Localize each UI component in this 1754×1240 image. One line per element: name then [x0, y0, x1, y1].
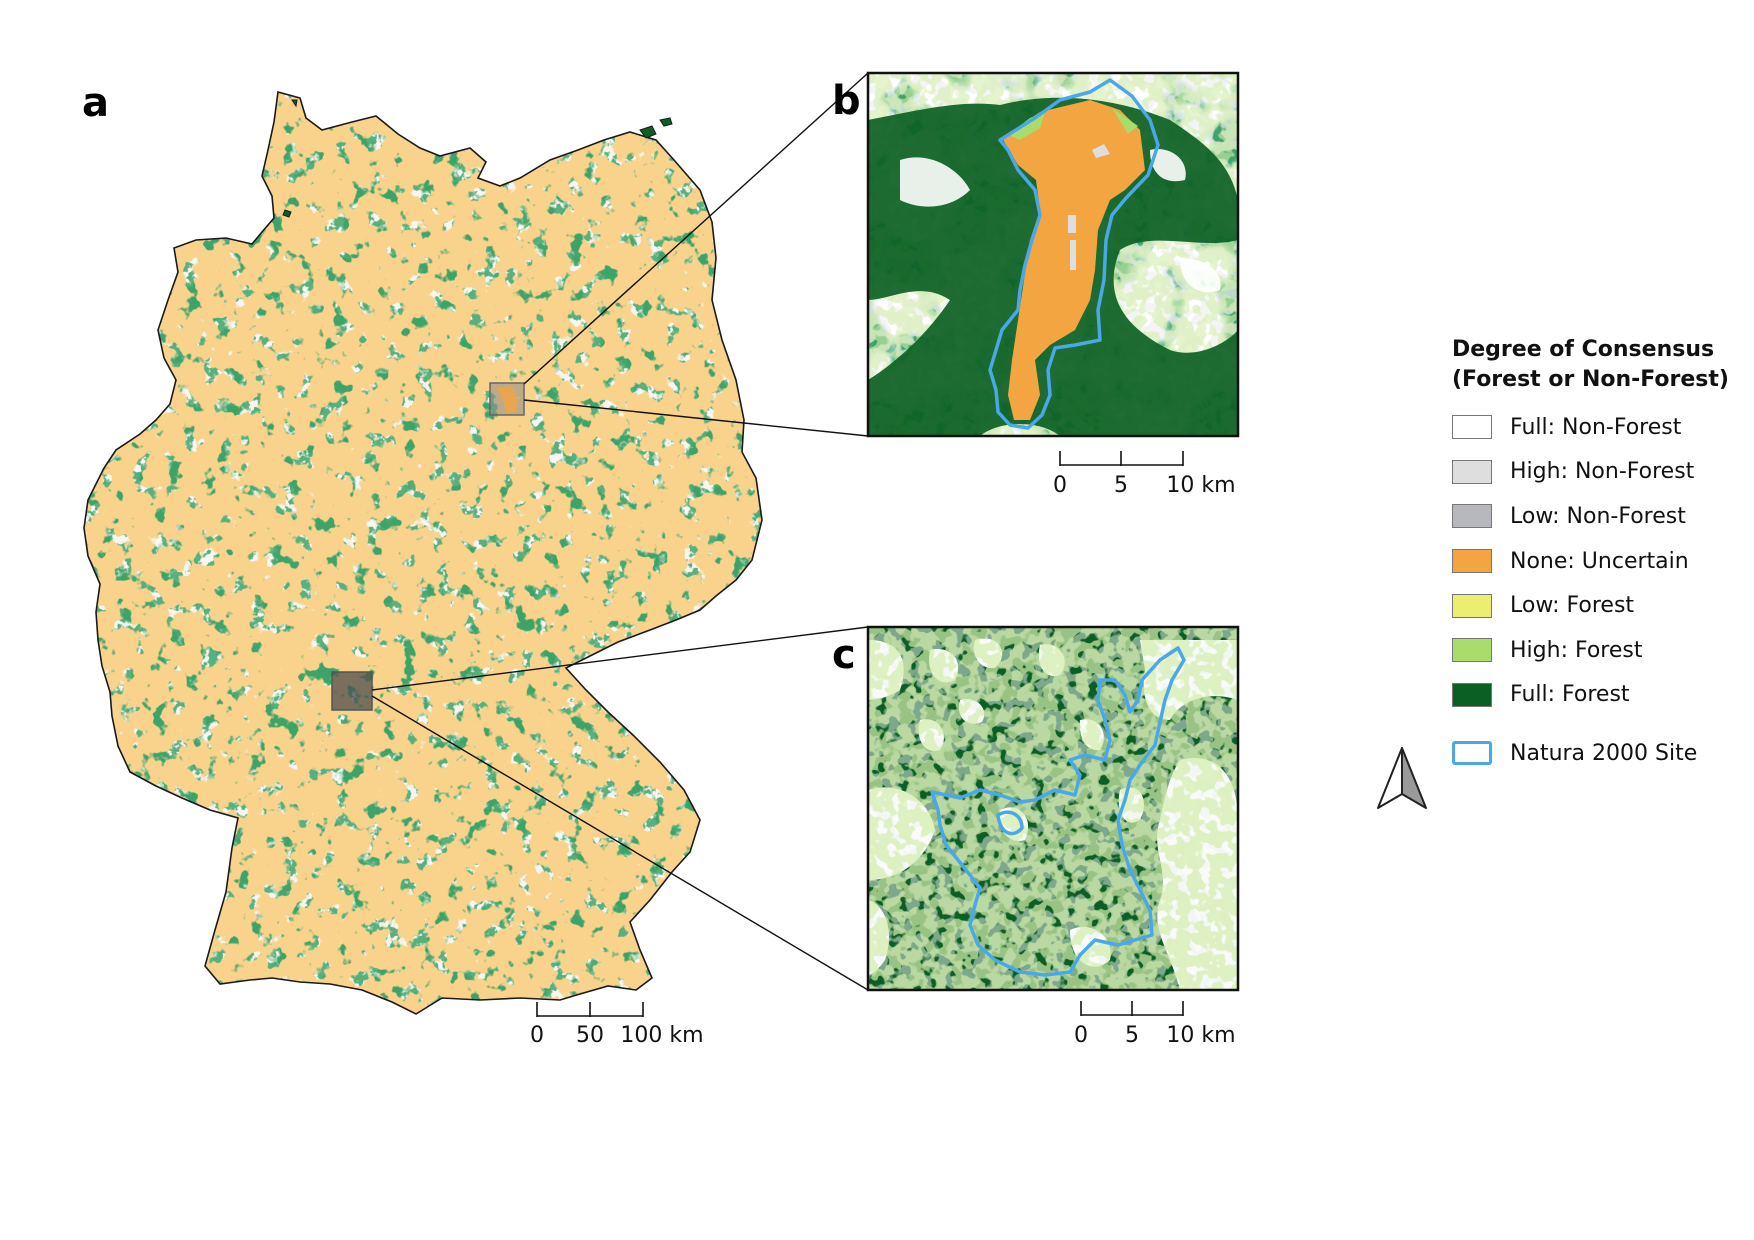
scalebar-c-label-0: 0 — [1074, 1023, 1088, 1048]
scalebar-a-label-0: 0 — [530, 1023, 544, 1048]
scalebar-c — [1080, 1001, 1184, 1016]
panel-label-c: c — [832, 632, 856, 678]
legend-swatch — [1452, 504, 1492, 529]
legend-item-low-forest: Low: Forest — [1452, 583, 1752, 628]
legend-label: Full: Forest — [1510, 682, 1630, 708]
legend-swatch — [1452, 549, 1492, 574]
legend: Degree of Consensus (Forest or Non-Fores… — [1452, 335, 1752, 776]
legend-swatch — [1452, 459, 1492, 484]
north-arrow-icon — [1377, 747, 1427, 809]
legend-item-natura-2000: Natura 2000 Site — [1452, 731, 1752, 776]
connector-lines — [371, 72, 869, 991]
legend-label: Natura 2000 Site — [1510, 740, 1698, 766]
legend-swatch — [1452, 415, 1492, 440]
legend-title-line2: (Forest or Non-Forest) — [1452, 367, 1729, 392]
germany-map — [83, 91, 763, 1015]
scalebar-a-label-1: 50 — [576, 1023, 604, 1048]
legend-label: High: Non-Forest — [1510, 459, 1695, 485]
scalebar-b-label-0: 0 — [1053, 473, 1067, 498]
scalebar-b-label-1: 5 — [1114, 473, 1128, 498]
scalebar-c-label-2: 10 km — [1166, 1023, 1236, 1048]
legend-item-high-forest: High: Forest — [1452, 628, 1752, 673]
legend-title-line1: Degree of Consensus — [1452, 337, 1715, 362]
scalebar-a — [536, 1002, 644, 1017]
legend-label: Full: Non-Forest — [1510, 414, 1682, 440]
scalebar-c-label-1: 5 — [1125, 1023, 1139, 1048]
extent-box-b-site — [496, 386, 518, 413]
panel-label-a: a — [82, 80, 109, 126]
legend-swatch — [1452, 593, 1492, 618]
legend-swatch — [1452, 638, 1492, 663]
legend-item-full-forest: Full: Forest — [1452, 673, 1752, 718]
scalebar-b-label-2: 10 km — [1166, 473, 1236, 498]
natura-outline-swatch — [1452, 741, 1492, 766]
extent-box-c — [331, 671, 373, 711]
natura-site-b — [988, 78, 1160, 430]
inset-b-map — [866, 71, 1240, 438]
legend-item-uncertain: None: Uncertain — [1452, 539, 1752, 584]
legend-label: High: Forest — [1510, 637, 1643, 663]
legend-label: Low: Forest — [1510, 593, 1635, 619]
legend-item-full-nonforest: Full: Non-Forest — [1452, 405, 1752, 450]
legend-swatch — [1452, 682, 1492, 707]
inset-c-map — [866, 625, 1240, 992]
scalebar-b — [1059, 451, 1184, 466]
legend-item-low-nonforest: Low: Non-Forest — [1452, 494, 1752, 539]
legend-item-high-nonforest: High: Non-Forest — [1452, 450, 1752, 495]
legend-label: None: Uncertain — [1510, 548, 1689, 574]
legend-label: Low: Non-Forest — [1510, 503, 1686, 529]
natura-site-c — [930, 646, 1186, 977]
scalebar-a-label-2: 100 km — [620, 1023, 704, 1048]
panel-label-b: b — [832, 78, 861, 124]
